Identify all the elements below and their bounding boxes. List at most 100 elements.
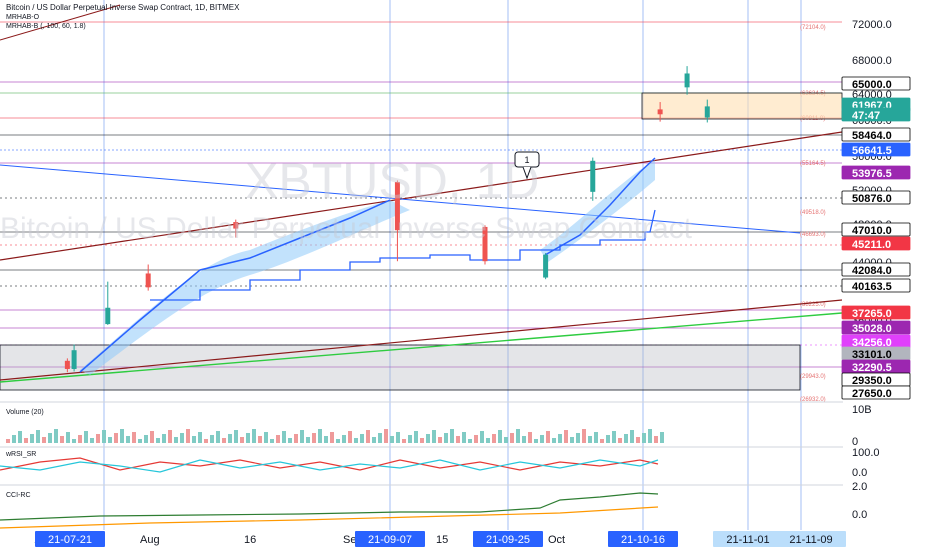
ma-line-recent: [544, 157, 656, 256]
trendline-blue: [0, 164, 801, 234]
volume-bar: [450, 429, 454, 443]
time-highlight-box: [776, 531, 846, 547]
volume-bar: [24, 438, 28, 443]
volume-bar: [408, 435, 412, 443]
callout-text: 1: [524, 155, 529, 165]
price-label-box: [841, 127, 911, 142]
callout-marker[interactable]: 1: [514, 151, 540, 180]
volume-bar: [642, 433, 646, 443]
price-label-box: [841, 107, 911, 122]
volume-bar: [528, 432, 532, 443]
candle-body[interactable]: [105, 307, 111, 325]
time-highlight-box: [355, 531, 425, 547]
volume-bar: [576, 433, 580, 443]
price-label: 29350.0: [852, 375, 892, 387]
rsi-axis-bottom: 0.0: [852, 467, 867, 479]
volume-axis-top: 10B: [852, 404, 872, 416]
trendline-support: [0, 299, 843, 381]
volume-bar: [180, 433, 184, 443]
volume-bar: [456, 436, 460, 443]
price-label: 33101.0: [852, 349, 892, 361]
time-axis-label: 16: [244, 534, 256, 546]
volume-bar: [138, 439, 142, 443]
volume-bar: [276, 435, 280, 443]
volume-bar: [636, 437, 640, 443]
price-label-box: [841, 385, 911, 400]
candle-body[interactable]: [233, 222, 239, 229]
candle-body[interactable]: [482, 226, 488, 262]
price-label: 35028.0: [852, 323, 892, 335]
candle-body[interactable]: [543, 254, 549, 278]
candle-body[interactable]: [704, 106, 710, 118]
rsi-line: [0, 457, 659, 471]
price-label: 45211.0: [852, 239, 891, 251]
cci-pane-label: CCI-RC: [6, 492, 31, 499]
price-label: 32290.5: [852, 362, 892, 374]
volume-bar: [222, 438, 226, 443]
time-highlight-label: 21-10-16: [621, 534, 665, 546]
volume-bar: [204, 439, 208, 443]
volume-bar: [36, 430, 40, 443]
volume-bar: [174, 437, 178, 443]
volume-bar: [588, 436, 592, 443]
candle-body[interactable]: [657, 109, 663, 115]
candle-body[interactable]: [684, 73, 690, 88]
price-label: 65000.0: [852, 79, 892, 91]
volume-bar: [66, 432, 70, 443]
volume-bar: [402, 439, 406, 443]
price-label-box: [841, 305, 911, 320]
volume-bar: [198, 432, 202, 443]
volume-bar: [648, 429, 652, 443]
volume-bar: [324, 436, 328, 443]
volume-bar: [378, 433, 382, 443]
volume-bar: [72, 439, 76, 443]
level-tag: (26932.0): [800, 397, 826, 403]
candle-body[interactable]: [590, 160, 596, 192]
ma-line: [79, 199, 391, 373]
volume-bar: [114, 433, 118, 443]
time-highlight-box: [473, 531, 543, 547]
price-label: 50876.0: [852, 193, 892, 205]
candle-body[interactable]: [71, 350, 77, 369]
candle-body[interactable]: [394, 182, 400, 231]
volume-bar: [522, 436, 526, 443]
ma-ribbon: [80, 200, 410, 375]
cci-axis-top: 2.0: [852, 481, 867, 493]
time-highlight-label: 21-09-25: [486, 534, 530, 546]
price-label: 34256.0: [852, 337, 892, 349]
volume-bar: [462, 432, 466, 443]
volume-bar: [516, 429, 520, 443]
volume-bar: [30, 434, 34, 443]
volume-bar: [360, 434, 364, 443]
time-highlight-label: 21-11-01: [726, 534, 769, 546]
candle-body[interactable]: [145, 273, 151, 288]
time-highlight-label: 21-07-21: [48, 534, 92, 546]
volume-bar: [102, 430, 106, 443]
volume-bar: [420, 438, 424, 443]
volume-bar: [6, 439, 10, 443]
price-label: 40163.5: [852, 281, 892, 293]
volume-bar: [312, 433, 316, 443]
time-axis-label: Aug: [140, 534, 160, 546]
volume-bar: [486, 438, 490, 443]
candle-body[interactable]: [64, 360, 70, 369]
volume-bar: [396, 432, 400, 443]
volume-bar: [474, 435, 478, 443]
time-highlight-box: [713, 531, 783, 547]
volume-bar: [558, 434, 562, 443]
price-label: 56641.5: [852, 145, 892, 157]
price-axis-tick: 68000.0: [852, 55, 892, 67]
volume-bar: [414, 431, 418, 443]
volume-bar: [426, 434, 430, 443]
volume-bar: [246, 433, 250, 443]
volume-bar: [288, 438, 292, 443]
volume-bar: [282, 431, 286, 443]
time-highlight-box: [35, 531, 105, 547]
volume-bar: [192, 436, 196, 443]
volume-bar: [390, 436, 394, 443]
volume-bar: [384, 429, 388, 443]
volume-bar: [546, 431, 550, 443]
indicator-label-1: MRHAB-O: [6, 14, 40, 21]
price-label-box: [841, 278, 911, 293]
